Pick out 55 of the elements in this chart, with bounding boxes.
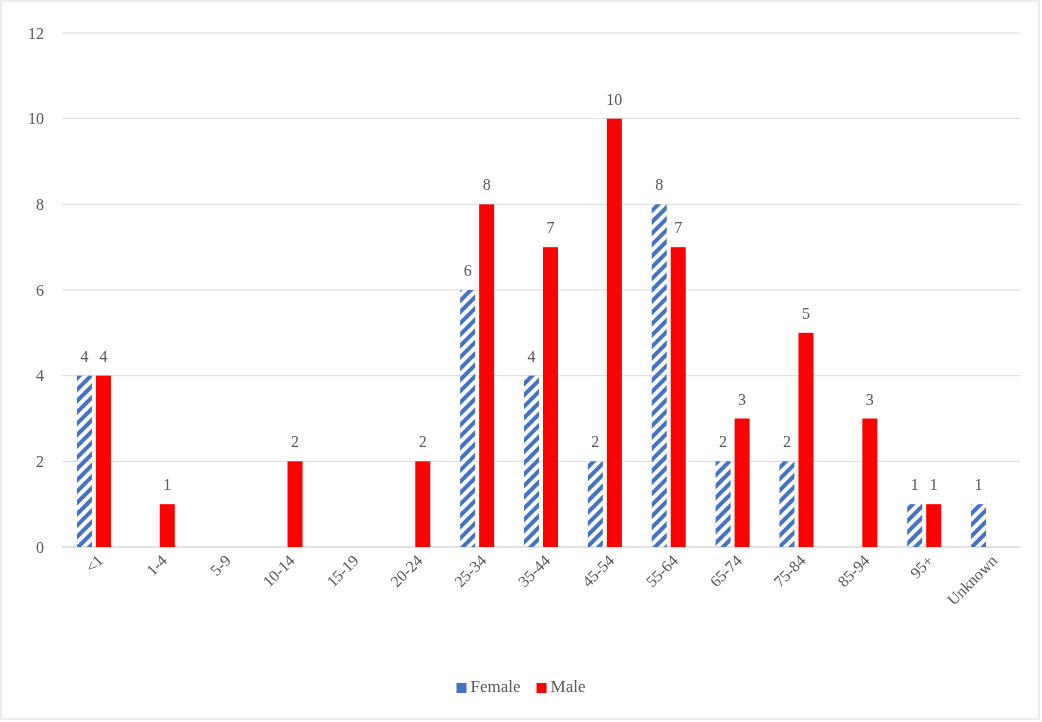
bar: [76, 375, 92, 547]
bar: [543, 247, 558, 547]
bar: [670, 247, 686, 547]
bar: [415, 461, 431, 547]
x-tick-label: 1-4: [143, 551, 171, 579]
y-tick-label: 0: [36, 538, 44, 556]
data-label: 1: [929, 476, 938, 494]
bar: [798, 332, 814, 547]
bar: [479, 204, 495, 547]
data-label: 2: [418, 433, 427, 451]
data-label: 3: [865, 390, 874, 408]
data-label: 10: [606, 90, 623, 108]
data-label: 2: [291, 433, 300, 451]
bar: [734, 418, 750, 547]
bar: [587, 461, 603, 547]
y-tick-label: 10: [28, 110, 44, 128]
bar: [907, 504, 923, 547]
data-label: 2: [719, 433, 728, 451]
y-tick-label: 12: [28, 24, 44, 42]
bar: [971, 504, 987, 547]
data-label: 5: [801, 304, 810, 322]
y-tick-label: 2: [36, 452, 44, 470]
data-label: 1: [910, 476, 919, 494]
bar: [95, 375, 111, 547]
bar: [159, 504, 175, 547]
y-tick-label: 4: [36, 367, 44, 385]
data-label: 1: [974, 476, 983, 494]
bar: [460, 290, 476, 547]
y-tick-label: 8: [36, 195, 44, 213]
bar: [862, 418, 878, 547]
bar: [606, 118, 622, 547]
y-tick-label: 6: [36, 281, 44, 299]
bar: [524, 375, 539, 547]
data-label: 2: [591, 433, 600, 451]
data-label: 7: [674, 219, 683, 237]
x-tick-label: <1: [82, 551, 107, 576]
x-tick-label: 5-9: [206, 551, 234, 579]
data-label: 8: [482, 176, 491, 194]
data-label: 6: [463, 262, 472, 279]
data-label: 4: [99, 347, 108, 365]
data-label: 7: [546, 219, 555, 237]
data-label: 8: [655, 176, 664, 194]
data-label: 3: [738, 390, 747, 408]
bar: [779, 461, 795, 547]
data-label: 2: [782, 433, 791, 451]
legend-label: Male: [550, 677, 586, 696]
data-label: 1: [163, 476, 172, 494]
bar: [715, 461, 731, 547]
x-tick-label: 95+: [906, 551, 937, 582]
data-label: 4: [527, 347, 536, 365]
bar: [926, 504, 942, 547]
bar: [651, 204, 667, 547]
data-label: 4: [80, 347, 89, 365]
legend-label: Female: [470, 677, 521, 696]
bar: [287, 461, 303, 547]
